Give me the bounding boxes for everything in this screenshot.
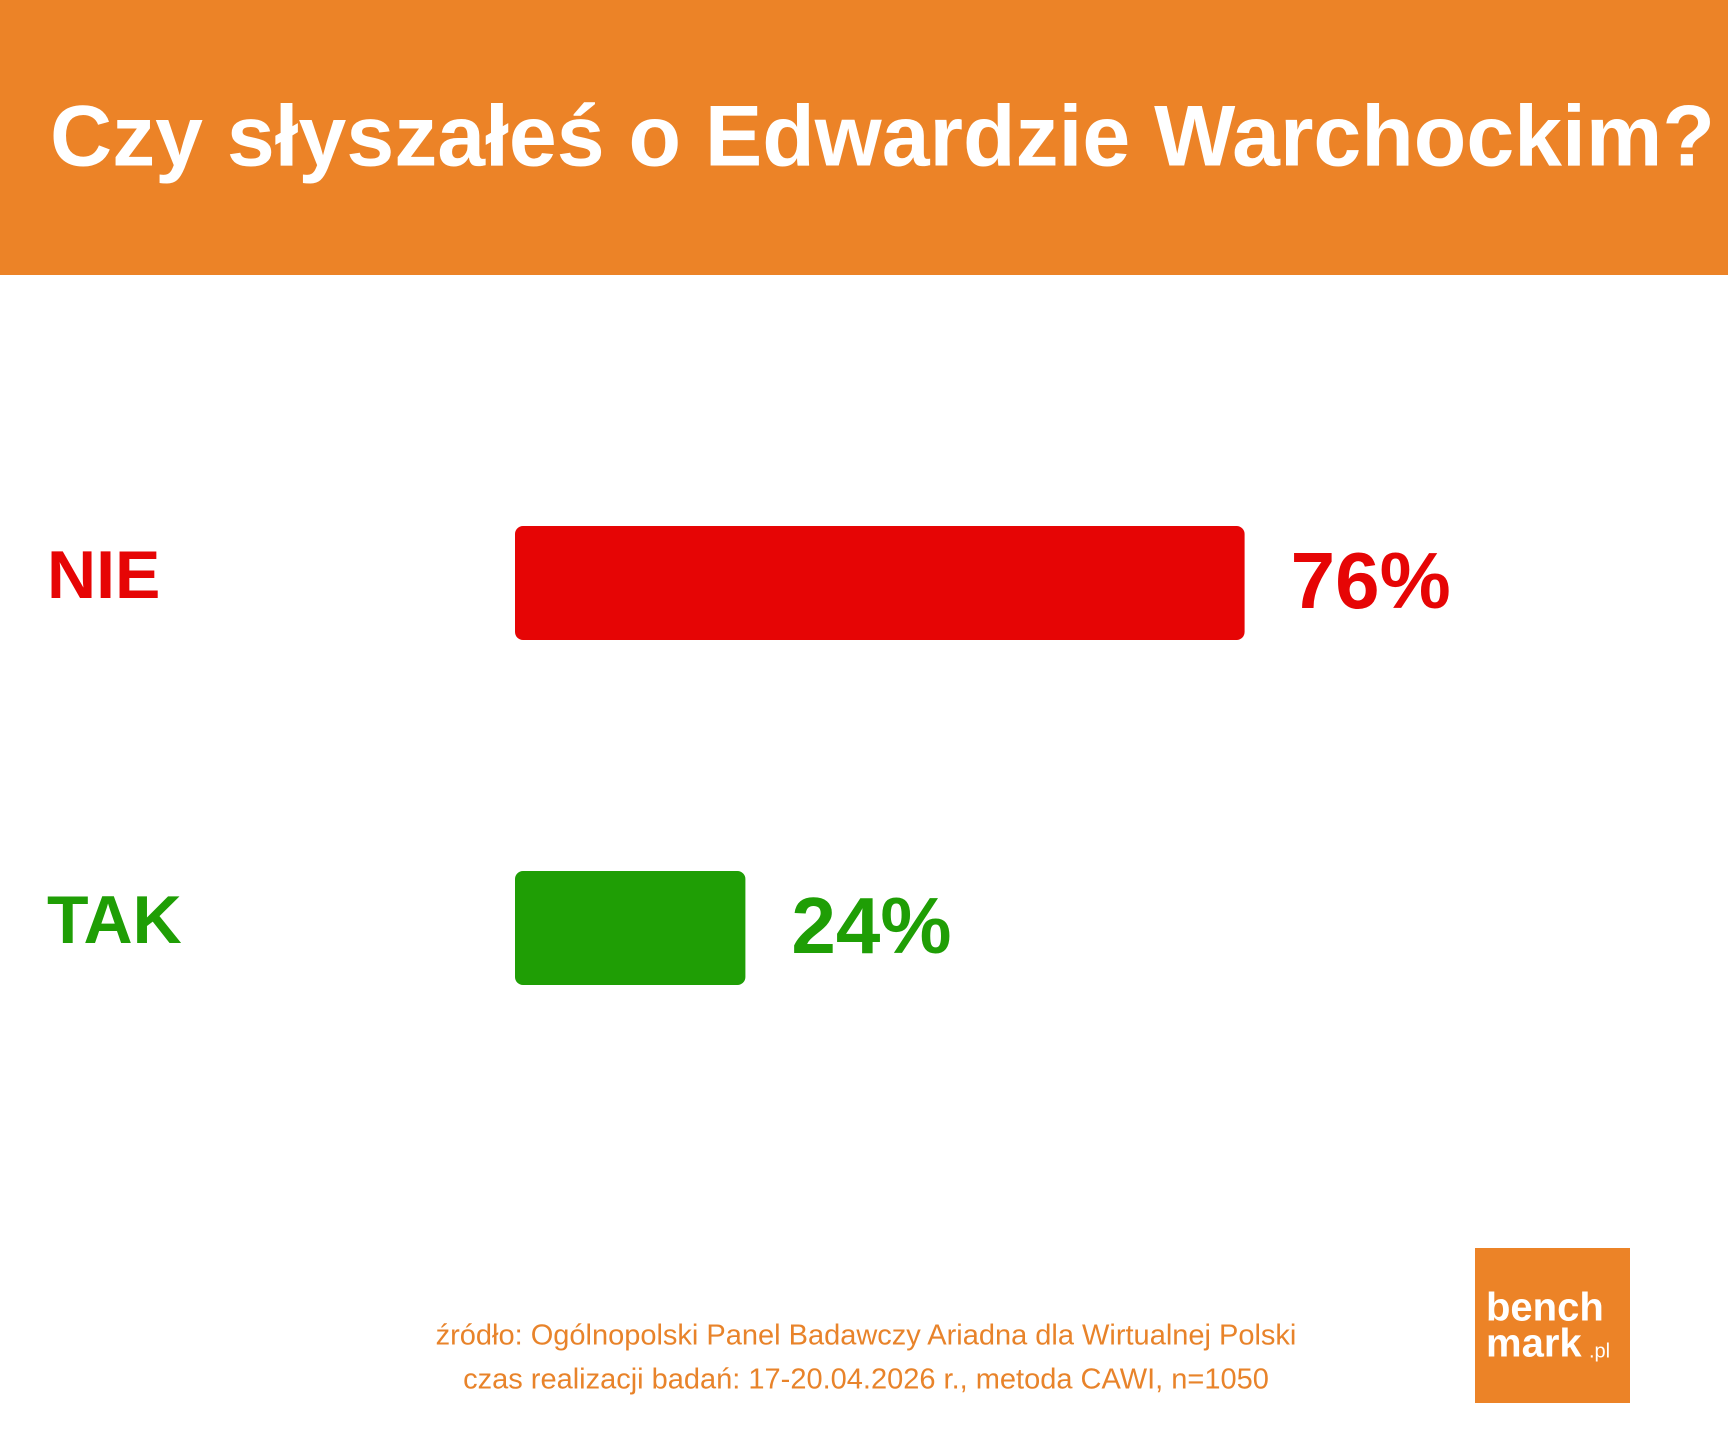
bar [515,871,746,985]
footer: źródło: Ogólnopolski Panel Badawczy Aria… [436,1320,1297,1396]
chart-title: Czy słyszałeś o Edwardzie Warchockim? [50,89,1715,185]
value-label: 24% [791,881,951,970]
category-label: TAK [47,882,182,958]
logo-box [1475,1248,1630,1403]
logo-text: bench [1486,1286,1604,1330]
source-line: źródło: Ogólnopolski Panel Badawczy Aria… [436,1320,1297,1352]
logo-suffix: .pl [1589,1340,1610,1362]
bar [515,526,1245,640]
logo-text: mark [1486,1322,1582,1366]
logo: bench mark .pl [1475,1248,1630,1403]
source-line: czas realizacji badań: 17-20.04.2026 r.,… [463,1364,1269,1396]
header-band [0,0,1728,275]
category-label: NIE [47,537,160,613]
value-label: 76% [1291,536,1451,625]
